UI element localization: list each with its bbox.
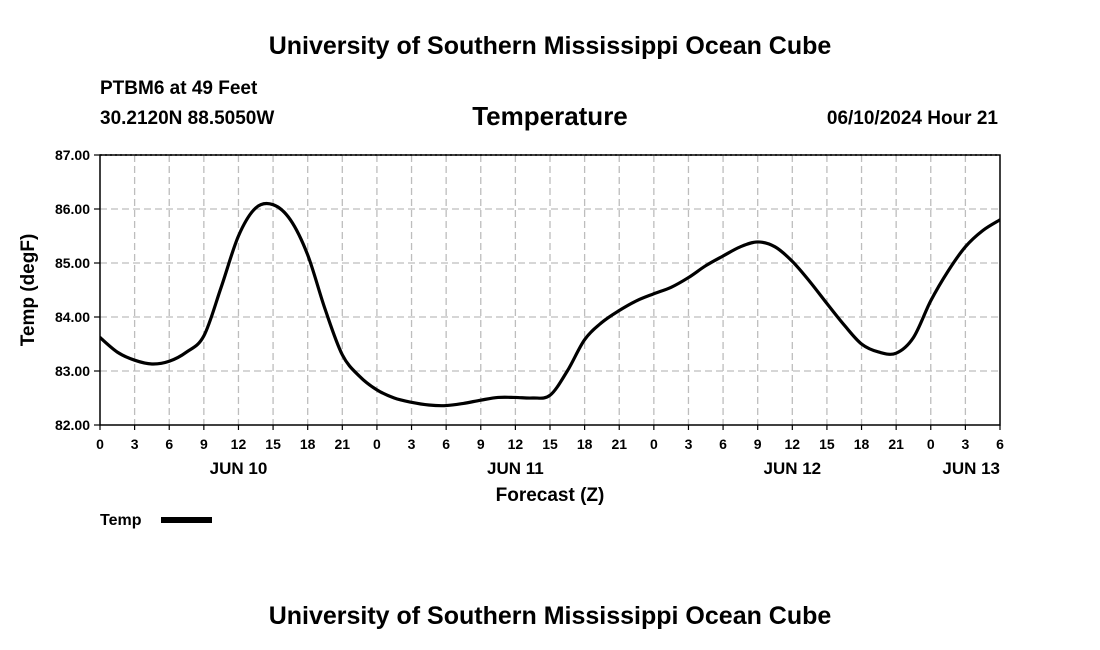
x-tick-label: 18 <box>854 436 870 452</box>
x-tick-label: 9 <box>754 436 762 452</box>
y-tick-label: 82.00 <box>55 417 90 433</box>
chart-title: Temperature <box>472 101 628 131</box>
day-label: JUN 12 <box>763 459 821 478</box>
x-tick-label: 3 <box>131 436 139 452</box>
x-tick-label: 0 <box>96 436 104 452</box>
y-tick-label: 84.00 <box>55 309 90 325</box>
x-tick-label: 6 <box>719 436 727 452</box>
grid <box>100 154 1000 425</box>
plot-frame <box>99 154 1001 426</box>
y-tick-label: 85.00 <box>55 255 90 271</box>
x-tick-label: 12 <box>785 436 801 452</box>
y-tick-label: 87.00 <box>55 147 90 163</box>
series-line-temp <box>100 201 1000 408</box>
x-tick-label: 21 <box>611 436 627 452</box>
y-tick-label: 83.00 <box>55 363 90 379</box>
legend-label: Temp <box>100 512 142 529</box>
day-label: JUN 10 <box>210 459 268 478</box>
x-tick-label: 15 <box>265 436 281 452</box>
station-label: PTBM6 at 49 Feet <box>100 78 258 99</box>
x-tick-label: 21 <box>335 436 351 452</box>
day-label: JUN 11 <box>487 459 544 478</box>
day-labels: JUN 10 JUN 11 JUN 12 JUN 13 <box>210 459 1000 478</box>
x-tick-label: 6 <box>442 436 450 452</box>
x-tick-label: 9 <box>200 436 208 452</box>
x-tick-label: 18 <box>300 436 316 452</box>
x-tick-label: 6 <box>165 436 173 452</box>
x-tick-label: 9 <box>477 436 485 452</box>
x-tick-label: 6 <box>996 436 1004 452</box>
x-axis-ticks: 0 3 6 9 12 15 18 21 0 3 6 9 12 15 18 21 0 3 6 9 12 15 18 21 0 3 6 <box>96 425 1004 452</box>
x-tick-label: 3 <box>408 436 416 452</box>
x-tick-label: 0 <box>650 436 658 452</box>
x-tick-label: 0 <box>373 436 381 452</box>
y-tick-label: 86.00 <box>55 201 90 217</box>
x-tick-label: 21 <box>888 436 904 452</box>
page-title: University of Southern Mississippi Ocean… <box>269 32 832 60</box>
x-axis-label: Forecast (Z) <box>496 485 605 506</box>
x-tick-label: 12 <box>231 436 247 452</box>
y-axis-label: Temp (degF) <box>18 234 39 347</box>
x-tick-label: 3 <box>961 436 969 452</box>
x-tick-label: 12 <box>508 436 524 452</box>
x-tick-label: 15 <box>819 436 835 452</box>
footer-title: University of Southern Mississippi Ocean… <box>269 602 832 630</box>
y-axis-ticks: 82.00 83.00 84.00 85.00 86.00 87.00 <box>55 147 100 433</box>
x-tick-label: 0 <box>927 436 935 452</box>
x-tick-label: 15 <box>542 436 558 452</box>
x-tick-label: 3 <box>685 436 693 452</box>
datetime-label: 06/10/2024 Hour 21 <box>827 108 999 129</box>
coordinates-label: 30.2120N 88.5050W <box>100 108 274 129</box>
x-tick-label: 18 <box>577 436 593 452</box>
day-label: JUN 13 <box>942 459 1000 478</box>
